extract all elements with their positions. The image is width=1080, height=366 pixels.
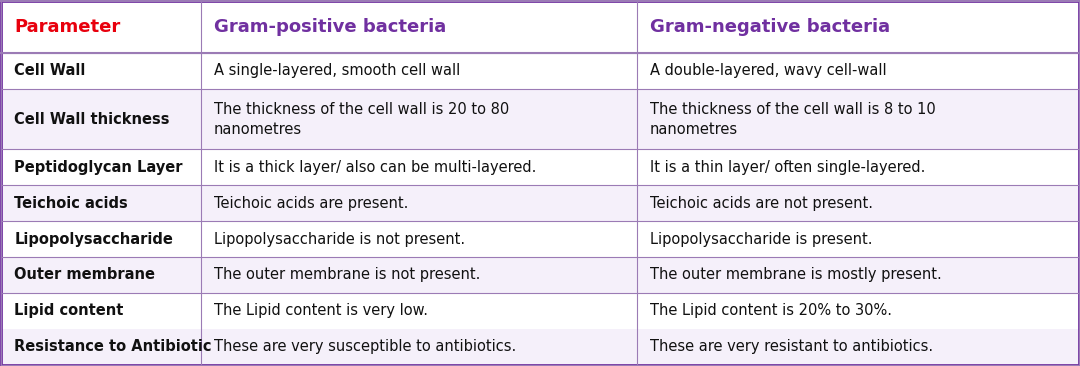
Bar (201, 89, 637, 149)
Text: The Lipid content is very low.: The Lipid content is very low. (214, 303, 428, 318)
Bar (637, 149, 1079, 185)
Bar (201, 53, 637, 89)
Text: Teichoic acids: Teichoic acids (14, 196, 129, 210)
Bar (1, 89, 201, 149)
Bar (637, 221, 1079, 257)
Bar (201, 185, 637, 221)
Text: A single-layered, smooth cell wall: A single-layered, smooth cell wall (214, 63, 460, 78)
Bar (1, 293, 201, 329)
Text: Lipopolysaccharide is present.: Lipopolysaccharide is present. (650, 232, 873, 247)
Text: Cell Wall thickness: Cell Wall thickness (14, 112, 170, 127)
Text: Teichoic acids are present.: Teichoic acids are present. (214, 196, 408, 210)
Text: The Lipid content is 20% to 30%.: The Lipid content is 20% to 30%. (650, 303, 892, 318)
Text: Peptidoglycan Layer: Peptidoglycan Layer (14, 160, 183, 175)
Bar (637, 329, 1079, 365)
Text: These are very susceptible to antibiotics.: These are very susceptible to antibiotic… (214, 339, 516, 354)
Bar (201, 1, 637, 53)
Bar (1, 185, 201, 221)
Text: Gram-positive bacteria: Gram-positive bacteria (214, 18, 446, 36)
Text: Teichoic acids are not present.: Teichoic acids are not present. (650, 196, 873, 210)
Text: Gram-negative bacteria: Gram-negative bacteria (650, 18, 890, 36)
Text: Resistance to Antibiotic: Resistance to Antibiotic (14, 339, 212, 354)
Text: Lipid content: Lipid content (14, 303, 124, 318)
Text: Parameter: Parameter (14, 18, 121, 36)
Text: It is a thick layer/ also can be multi-layered.: It is a thick layer/ also can be multi-l… (214, 160, 536, 175)
Bar (637, 1, 1079, 53)
Text: The thickness of the cell wall is 8 to 10
nanometres: The thickness of the cell wall is 8 to 1… (650, 102, 935, 137)
Bar (637, 185, 1079, 221)
Text: It is a thin layer/ often single-layered.: It is a thin layer/ often single-layered… (650, 160, 926, 175)
Bar (201, 329, 637, 365)
Bar (1, 149, 201, 185)
Bar (201, 149, 637, 185)
Text: Lipopolysaccharide is not present.: Lipopolysaccharide is not present. (214, 232, 464, 247)
Text: Cell Wall: Cell Wall (14, 63, 85, 78)
Bar (1, 1, 201, 53)
Bar (637, 89, 1079, 149)
Text: The outer membrane is not present.: The outer membrane is not present. (214, 268, 480, 283)
Text: A double-layered, wavy cell-wall: A double-layered, wavy cell-wall (650, 63, 887, 78)
Text: These are very resistant to antibiotics.: These are very resistant to antibiotics. (650, 339, 933, 354)
Bar (637, 53, 1079, 89)
Bar (201, 221, 637, 257)
Bar (1, 53, 201, 89)
Text: Lipopolysaccharide: Lipopolysaccharide (14, 232, 173, 247)
Bar (201, 257, 637, 293)
Bar (1, 221, 201, 257)
Bar (1, 329, 201, 365)
Bar (637, 293, 1079, 329)
Text: The thickness of the cell wall is 20 to 80
nanometres: The thickness of the cell wall is 20 to … (214, 102, 509, 137)
Bar (201, 293, 637, 329)
Text: The outer membrane is mostly present.: The outer membrane is mostly present. (650, 268, 942, 283)
Bar (637, 257, 1079, 293)
Text: Outer membrane: Outer membrane (14, 268, 156, 283)
Bar (1, 257, 201, 293)
